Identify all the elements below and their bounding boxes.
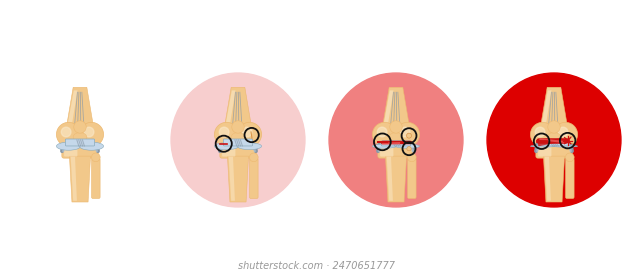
- FancyBboxPatch shape: [408, 158, 416, 199]
- Circle shape: [408, 153, 416, 162]
- PathPatch shape: [67, 90, 77, 128]
- Circle shape: [171, 73, 305, 207]
- FancyBboxPatch shape: [539, 143, 568, 146]
- PathPatch shape: [223, 87, 253, 131]
- Circle shape: [242, 127, 252, 137]
- Ellipse shape: [215, 143, 239, 150]
- Ellipse shape: [553, 145, 577, 147]
- PathPatch shape: [71, 157, 77, 201]
- Circle shape: [396, 122, 420, 146]
- Circle shape: [530, 122, 555, 146]
- Circle shape: [84, 127, 94, 137]
- Ellipse shape: [237, 143, 261, 150]
- Circle shape: [406, 133, 411, 138]
- Circle shape: [377, 127, 387, 137]
- PathPatch shape: [225, 90, 235, 128]
- FancyBboxPatch shape: [223, 139, 253, 146]
- Circle shape: [548, 121, 560, 133]
- PathPatch shape: [387, 157, 393, 201]
- Ellipse shape: [372, 144, 397, 148]
- Circle shape: [232, 121, 244, 133]
- Circle shape: [215, 122, 239, 146]
- Circle shape: [237, 122, 261, 146]
- FancyBboxPatch shape: [538, 146, 551, 157]
- PathPatch shape: [70, 156, 91, 202]
- PathPatch shape: [544, 156, 565, 202]
- FancyBboxPatch shape: [220, 144, 256, 158]
- Circle shape: [407, 146, 411, 151]
- Circle shape: [61, 127, 71, 137]
- PathPatch shape: [229, 157, 235, 201]
- FancyBboxPatch shape: [65, 139, 95, 146]
- FancyBboxPatch shape: [380, 146, 393, 157]
- PathPatch shape: [385, 156, 406, 202]
- PathPatch shape: [383, 90, 394, 128]
- FancyBboxPatch shape: [536, 144, 572, 158]
- PathPatch shape: [227, 156, 249, 202]
- Circle shape: [219, 127, 229, 137]
- FancyBboxPatch shape: [249, 158, 258, 199]
- Ellipse shape: [231, 132, 245, 141]
- Circle shape: [249, 153, 258, 162]
- Circle shape: [565, 153, 574, 162]
- Circle shape: [558, 127, 568, 137]
- Circle shape: [79, 122, 104, 146]
- FancyBboxPatch shape: [565, 158, 574, 199]
- Ellipse shape: [547, 132, 561, 141]
- Ellipse shape: [73, 132, 87, 141]
- FancyBboxPatch shape: [62, 144, 98, 158]
- Circle shape: [56, 122, 80, 146]
- PathPatch shape: [545, 157, 551, 201]
- Circle shape: [329, 73, 463, 207]
- Circle shape: [569, 136, 576, 144]
- Ellipse shape: [389, 132, 403, 141]
- Ellipse shape: [530, 145, 555, 147]
- Circle shape: [74, 121, 86, 133]
- FancyBboxPatch shape: [92, 158, 100, 199]
- PathPatch shape: [66, 87, 94, 131]
- FancyBboxPatch shape: [378, 144, 414, 158]
- Circle shape: [536, 127, 545, 137]
- Ellipse shape: [396, 144, 420, 148]
- Circle shape: [487, 73, 621, 207]
- Ellipse shape: [79, 142, 104, 150]
- Circle shape: [390, 121, 402, 133]
- FancyBboxPatch shape: [222, 146, 235, 157]
- FancyBboxPatch shape: [381, 141, 411, 146]
- Circle shape: [400, 127, 410, 137]
- PathPatch shape: [382, 87, 410, 131]
- Circle shape: [372, 122, 397, 146]
- PathPatch shape: [540, 87, 568, 131]
- Circle shape: [553, 122, 577, 146]
- FancyBboxPatch shape: [64, 146, 77, 157]
- Circle shape: [92, 153, 100, 162]
- Text: shutterstock.com · 2470651777: shutterstock.com · 2470651777: [237, 261, 394, 271]
- PathPatch shape: [541, 90, 551, 128]
- Circle shape: [566, 139, 569, 142]
- Ellipse shape: [56, 142, 80, 150]
